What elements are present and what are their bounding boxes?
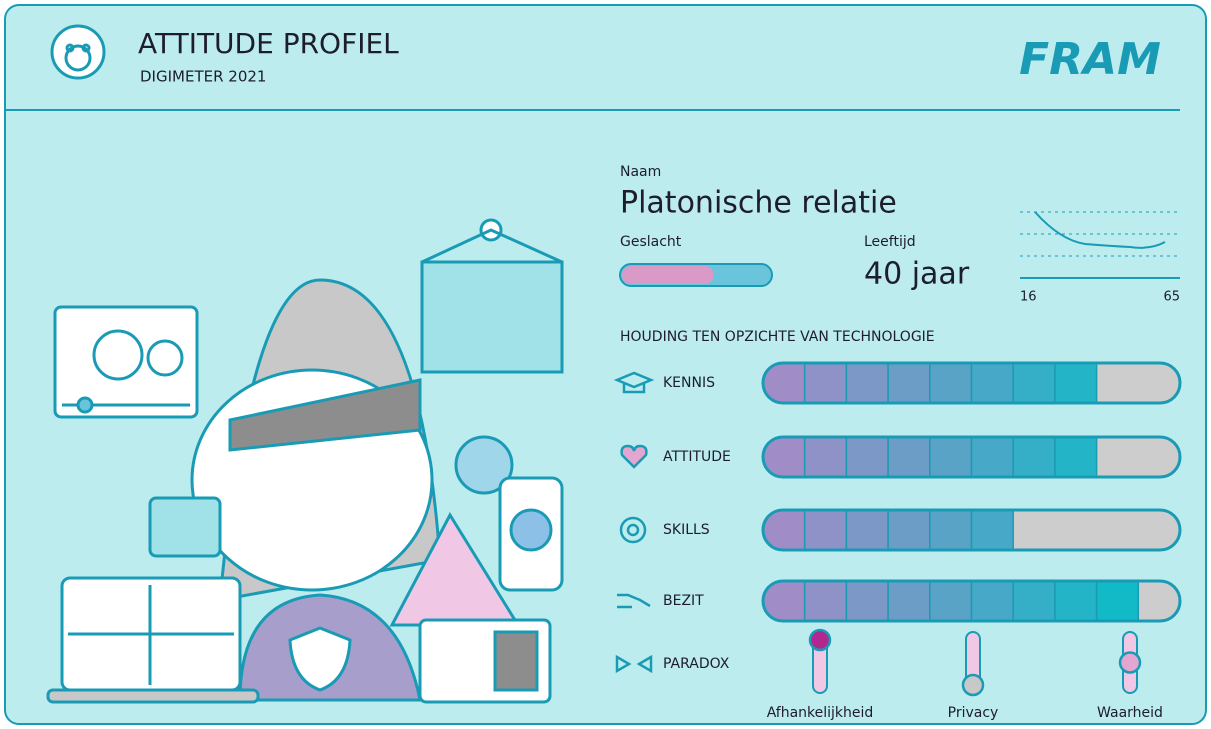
bar-cell [1013, 363, 1055, 403]
bar-cell [1055, 581, 1097, 621]
bar-cell [805, 437, 847, 477]
attitude-title: HOUDING TEN OPZICHTE VAN TECHNOLOGIE [620, 329, 935, 345]
bar-cell [888, 581, 930, 621]
bar-cell [972, 510, 1014, 550]
slider-knob [1120, 653, 1140, 673]
logo-icon [52, 26, 104, 78]
subtitle: DIGIMETER 2021 [140, 68, 266, 86]
age: 40 jaar [864, 257, 970, 292]
bar-cell [805, 363, 847, 403]
bar-cell [1013, 437, 1055, 477]
profile-card: ATTITUDE PROFIEL DIGIMETER 2021 FRAM Naa… [0, 0, 1211, 729]
row-label: KENNIS [663, 375, 715, 391]
slider-knob [963, 675, 983, 695]
row-label: ATTITUDE [663, 449, 731, 465]
gender-bar-share [622, 266, 714, 284]
bar-cell [805, 510, 847, 550]
bar-cell [805, 581, 847, 621]
age-axis-min: 16 [1020, 290, 1037, 305]
age-axis-max: 65 [1163, 290, 1180, 305]
bar-cell [888, 437, 930, 477]
bar-cell [972, 581, 1014, 621]
name: Platonische relatie [620, 186, 897, 221]
bar-cell [1013, 581, 1055, 621]
gender-bar [620, 264, 772, 286]
slider-label: Waarheid [1097, 705, 1163, 721]
gender-label: Geslacht [620, 234, 682, 250]
bar-cell [930, 437, 972, 477]
bar-cell [972, 437, 1014, 477]
bar-cell [846, 363, 888, 403]
bar-cell [930, 363, 972, 403]
bar-cell [930, 510, 972, 550]
name-label: Naam [620, 164, 661, 180]
slider-label: Privacy [948, 705, 999, 721]
bar-cell [1055, 363, 1097, 403]
bar-value [763, 437, 1097, 477]
paradox-label: PARADOX [663, 656, 730, 672]
slider-knob [810, 630, 830, 650]
bar-cell [888, 363, 930, 403]
age-label: Leeftijd [864, 234, 916, 250]
bar-cell [888, 510, 930, 550]
slider-label: Afhankelijkheid [767, 705, 874, 721]
bar-cell [846, 437, 888, 477]
bar-cell [1097, 581, 1139, 621]
bar-cell [972, 363, 1014, 403]
bar-cell [846, 581, 888, 621]
title: ATTITUDE PROFIEL [138, 27, 399, 60]
bar-value [763, 363, 1097, 403]
bar-value [763, 510, 1013, 550]
bar-cell [846, 510, 888, 550]
row-label: BEZIT [663, 593, 704, 609]
signature-logo: FRAM [1019, 34, 1161, 85]
bar-cell [1055, 437, 1097, 477]
bar-value [763, 581, 1138, 621]
bar-cell [930, 581, 972, 621]
row-label: SKILLS [663, 522, 710, 538]
